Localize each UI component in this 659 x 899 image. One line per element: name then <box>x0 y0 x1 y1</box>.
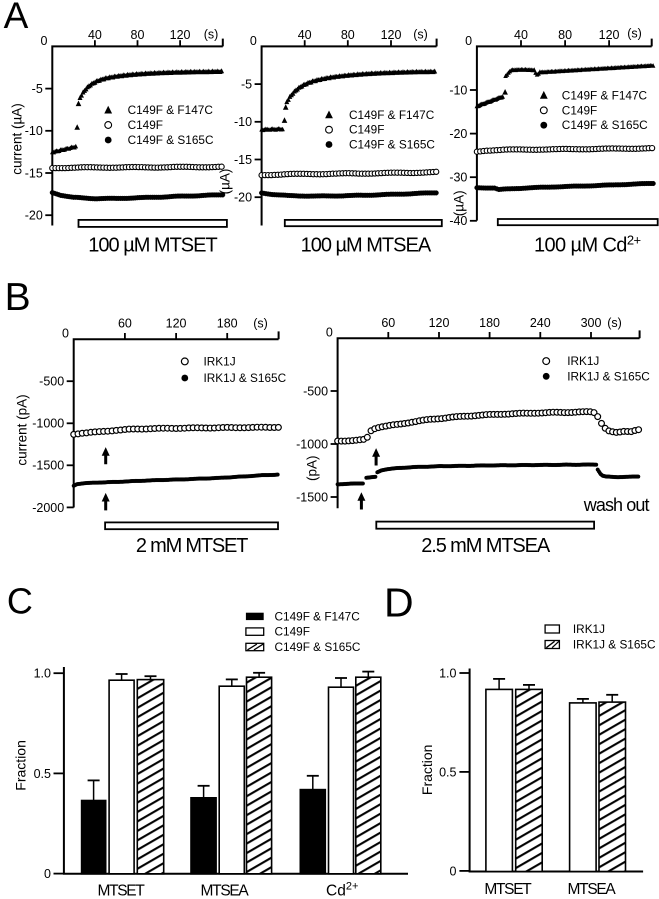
svg-text:C149F & S165C: C149F & S165C <box>562 118 648 132</box>
svg-text:-500: -500 <box>39 375 64 389</box>
svg-text:C149F & F147C: C149F & F147C <box>562 88 648 102</box>
svg-text:A: A <box>4 0 29 36</box>
svg-text:MTSEA: MTSEA <box>568 881 617 898</box>
svg-text:-1000: -1000 <box>32 417 64 431</box>
svg-text:C149F & F147C: C149F & F147C <box>349 108 435 122</box>
svg-text:current (µA): current (µA) <box>10 103 25 175</box>
svg-text:-1000: -1000 <box>296 437 328 451</box>
svg-text:-1500: -1500 <box>32 459 64 473</box>
svg-text:80: 80 <box>558 28 572 42</box>
svg-text:0: 0 <box>41 34 48 48</box>
svg-text:80: 80 <box>341 28 355 42</box>
svg-text:120: 120 <box>429 316 450 330</box>
svg-text:(s): (s) <box>607 316 622 330</box>
svg-text:(s): (s) <box>253 317 268 331</box>
svg-text:IRK1J: IRK1J <box>204 355 236 369</box>
svg-text:-15: -15 <box>25 166 43 180</box>
svg-text:C: C <box>7 581 33 622</box>
svg-text:1.0: 1.0 <box>34 667 51 681</box>
svg-text:0: 0 <box>465 34 472 48</box>
svg-text:120: 120 <box>381 28 402 42</box>
svg-text:IRK1J: IRK1J <box>567 354 599 368</box>
svg-text:-500: -500 <box>303 384 328 398</box>
svg-text:0.5: 0.5 <box>34 767 51 781</box>
svg-text:(s): (s) <box>627 27 642 41</box>
svg-text:Fraction: Fraction <box>13 740 29 791</box>
svg-text:100 µM MTSEA: 100 µM MTSEA <box>301 234 432 256</box>
svg-text:(s): (s) <box>204 28 219 42</box>
svg-text:2 mM MTSET: 2 mM MTSET <box>136 535 248 557</box>
svg-text:60: 60 <box>381 316 395 330</box>
svg-text:current (pA): current (pA) <box>15 394 30 465</box>
svg-text:-20: -20 <box>25 209 43 223</box>
svg-text:40: 40 <box>514 28 528 42</box>
svg-text:40: 40 <box>88 28 102 42</box>
svg-text:wash out: wash out <box>583 495 650 515</box>
svg-text:180: 180 <box>217 317 238 331</box>
svg-text:-40: -40 <box>449 214 467 228</box>
svg-text:0.5: 0.5 <box>439 765 456 779</box>
svg-text:(µA): (µA) <box>452 190 467 216</box>
svg-text:180: 180 <box>479 316 500 330</box>
svg-text:2.5 mM MTSEA: 2.5 mM MTSEA <box>421 535 551 557</box>
svg-text:120: 120 <box>599 28 620 42</box>
svg-text:MTSET: MTSET <box>484 881 532 898</box>
svg-text:-30: -30 <box>449 171 467 185</box>
svg-text:MTSEA: MTSEA <box>201 883 250 899</box>
svg-text:IRK1J & S165C: IRK1J & S165C <box>573 638 656 652</box>
svg-text:0: 0 <box>44 867 51 881</box>
svg-text:-20: -20 <box>449 127 467 141</box>
svg-text:300: 300 <box>581 316 602 330</box>
svg-text:120: 120 <box>166 317 187 331</box>
svg-text:-5: -5 <box>241 78 252 92</box>
svg-text:B: B <box>5 276 31 319</box>
svg-text:1.0: 1.0 <box>439 666 456 680</box>
svg-text:0: 0 <box>62 326 69 340</box>
svg-text:-20: -20 <box>234 191 252 205</box>
svg-text:C149F: C149F <box>275 625 310 639</box>
svg-text:-2000: -2000 <box>32 501 64 515</box>
svg-text:40: 40 <box>298 28 312 42</box>
svg-text:-10: -10 <box>449 83 467 97</box>
svg-text:60: 60 <box>118 317 132 331</box>
svg-text:C149F: C149F <box>128 118 163 132</box>
svg-text:240: 240 <box>530 316 551 330</box>
svg-text:C149F & S165C: C149F & S165C <box>128 133 214 147</box>
svg-text:120: 120 <box>170 28 191 42</box>
svg-text:IRK1J: IRK1J <box>573 622 605 636</box>
svg-text:MTSET: MTSET <box>97 883 145 899</box>
svg-text:D: D <box>384 580 414 626</box>
svg-text:C149F: C149F <box>562 103 597 117</box>
svg-text:-15: -15 <box>234 153 252 167</box>
svg-text:-10: -10 <box>25 124 43 138</box>
svg-text:100 µM Cd2+: 100 µM Cd2+ <box>534 232 640 256</box>
svg-text:C149F: C149F <box>349 123 384 137</box>
svg-text:80: 80 <box>131 28 145 42</box>
svg-text:IRK1J & S165C: IRK1J & S165C <box>567 369 650 383</box>
svg-text:-1500: -1500 <box>296 490 328 504</box>
svg-text:C149F & S165C: C149F & S165C <box>349 138 435 152</box>
svg-text:Fraction: Fraction <box>419 745 435 796</box>
svg-text:-5: -5 <box>32 82 43 96</box>
svg-text:C149F & S165C: C149F & S165C <box>275 640 361 654</box>
svg-text:100 µM MTSET: 100 µM MTSET <box>88 234 217 256</box>
svg-text:(µA): (µA) <box>218 169 233 195</box>
svg-text:-10: -10 <box>234 115 252 129</box>
svg-text:C149F & F147C: C149F & F147C <box>128 103 214 117</box>
svg-text:IRK1J & S165C: IRK1J & S165C <box>204 371 287 385</box>
svg-text:0: 0 <box>326 325 333 339</box>
svg-text:(s): (s) <box>413 28 428 42</box>
svg-text:(pA): (pA) <box>305 455 320 481</box>
svg-text:C149F & F147C: C149F & F147C <box>275 610 361 624</box>
svg-text:0: 0 <box>450 864 457 878</box>
svg-text:0: 0 <box>250 34 257 48</box>
